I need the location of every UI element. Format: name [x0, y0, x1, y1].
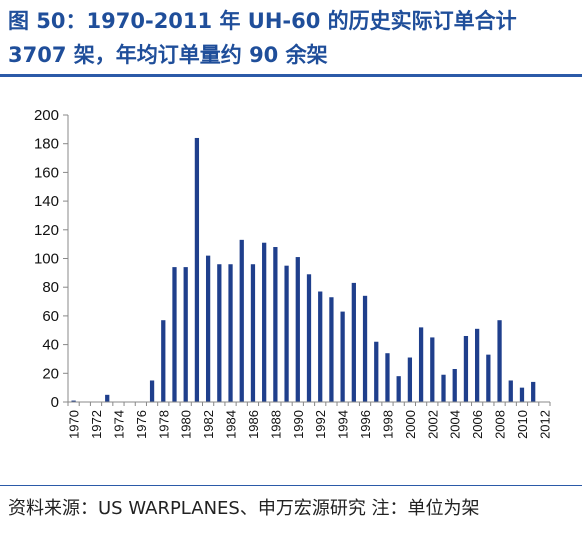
bar-2008 — [497, 320, 502, 402]
bar-2002 — [430, 337, 435, 402]
x-tick-label: 2004 — [448, 410, 463, 439]
bar-1985 — [239, 239, 244, 402]
y-tick-label: 180 — [34, 136, 59, 153]
x-tick-label: 1980 — [179, 410, 194, 439]
x-tick-label: 1970 — [67, 410, 82, 439]
y-tick-label: 140 — [34, 193, 59, 210]
x-tick-label: 1990 — [291, 410, 306, 439]
x-tick-label: 2006 — [470, 410, 485, 439]
bar-2011 — [531, 381, 536, 402]
bar-1998 — [385, 353, 390, 402]
x-tick-label: 1972 — [89, 410, 104, 439]
bar-1977 — [149, 380, 155, 402]
x-axis-ticks: 1970 1972 1974 1976 1978 1980 1982 1984 1986 1988… — [67, 402, 552, 439]
x-tick-label: 1976 — [134, 410, 149, 439]
bar-1989 — [284, 265, 289, 402]
bar-1970 — [71, 400, 76, 402]
x-tick-label: 2012 — [537, 410, 552, 439]
footer-divider — [0, 485, 582, 486]
bar-1996 — [362, 295, 368, 402]
bar-2004 — [452, 368, 457, 402]
bar-1987 — [262, 242, 267, 402]
bar-1992 — [318, 291, 323, 402]
bar-2003 — [441, 374, 446, 402]
bar-2009 — [508, 380, 513, 402]
bar-1995 — [351, 282, 356, 402]
x-tick-label: 1974 — [111, 410, 126, 439]
y-tick-label: 120 — [34, 222, 59, 239]
bar-1981 — [194, 137, 200, 402]
bar-2005 — [463, 335, 469, 402]
x-tick-label: 1978 — [156, 410, 171, 439]
bar-1980 — [183, 267, 188, 402]
x-tick-label: 1996 — [358, 410, 373, 439]
y-tick-label: 80 — [42, 279, 59, 296]
bar-1982 — [205, 255, 211, 402]
figure-title: 图 50：1970-2011 年 UH-60 的历史实际订单合计 3707 架，… — [8, 9, 517, 67]
x-tick-label: 1986 — [246, 410, 261, 439]
y-tick-label: 160 — [34, 164, 59, 181]
bar-1973 — [105, 394, 110, 402]
bar-chart: 0 20 40 60 80 100 120 140 160 180 200 1970 1972 1974… — [34, 107, 552, 439]
bar-1993 — [329, 297, 334, 402]
bar-1990 — [295, 257, 300, 402]
y-tick-label: 100 — [34, 251, 59, 268]
bar-1986 — [250, 264, 256, 402]
y-tick-label: 200 — [34, 107, 59, 124]
x-tick-label: 1988 — [268, 410, 283, 439]
bar-1984 — [228, 264, 233, 402]
x-tick-label: 2010 — [515, 410, 530, 439]
bars — [71, 137, 536, 402]
bar-1983 — [217, 264, 222, 402]
x-tick-label: 1998 — [380, 410, 395, 439]
x-tick-label: 2002 — [425, 410, 440, 439]
bar-2010 — [519, 387, 525, 402]
x-tick-label: 2000 — [403, 410, 418, 439]
x-tick-label: 1992 — [313, 410, 328, 439]
x-tick-label: 1982 — [201, 410, 216, 439]
bar-1979 — [172, 267, 177, 402]
bar-2007 — [486, 354, 491, 402]
y-tick-label: 0 — [51, 394, 59, 411]
bar-1991 — [306, 274, 312, 402]
y-tick-label: 60 — [42, 308, 59, 325]
bar-2006 — [475, 328, 480, 402]
y-tick-label: 20 — [42, 365, 59, 382]
y-tick-label: 40 — [42, 337, 59, 354]
bar-1997 — [374, 341, 379, 402]
title-underline — [0, 74, 582, 77]
bar-2000 — [407, 357, 413, 402]
bar-2001 — [418, 327, 424, 402]
bar-1999 — [396, 376, 401, 402]
source-note: 资料来源：US WARPLANES、申万宏源研究 注：单位为架 — [8, 498, 480, 519]
x-tick-label: 1994 — [336, 410, 351, 439]
bar-1994 — [340, 311, 345, 402]
bar-1988 — [273, 247, 278, 402]
x-tick-label: 2008 — [493, 410, 508, 439]
y-axis-ticks: 0 20 40 60 80 100 120 140 160 180 200 — [34, 107, 68, 411]
x-tick-label: 1984 — [224, 410, 239, 439]
bar-1978 — [161, 320, 166, 402]
